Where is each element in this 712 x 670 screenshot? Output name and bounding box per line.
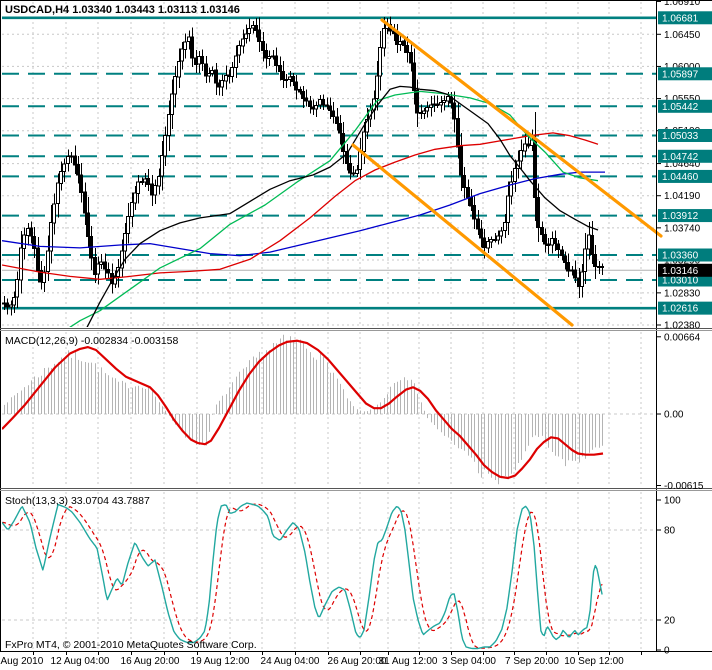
date-axis-label: 24 Aug 04:00 — [261, 656, 320, 667]
sr-price-badge-label: 1.05442 — [662, 102, 699, 113]
macd-signal-line — [2, 339, 604, 480]
date-axis-label: 31 Aug 12:00 — [379, 656, 438, 667]
price-axis-tick-label: 1.06910 — [664, 0, 701, 8]
candlesticks-layer — [2, 16, 604, 316]
macd-indicator-label: MACD(12,26,9) -0.002834 -0.003158 — [5, 335, 179, 347]
sr-price-badge-label: 1.04742 — [662, 152, 699, 163]
price-axis-tick-label: 1.04190 — [664, 191, 701, 202]
price-axis-tick-label: 1.02830 — [664, 288, 701, 299]
copyright-label: FxPro MT4, © 2001-2010 MetaQuotes Softwa… — [5, 639, 257, 651]
price-axis-tick-label: 1.05550 — [664, 94, 701, 105]
ma-black — [86, 85, 599, 327]
ma-blue — [2, 171, 605, 257]
gridlines-layer — [2, 2, 656, 650]
price-axis-tick-label: 1.03740 — [664, 223, 701, 234]
stoch-axis-tick-label: 100 — [664, 496, 681, 507]
sr-price-badge-label: 1.05033 — [662, 131, 699, 142]
descending-channel-lower[interactable] — [351, 143, 574, 327]
stoch-main-line — [2, 502, 603, 650]
sr-price-badge-label: 1.03912 — [662, 211, 699, 222]
sr-price-badge-label: 1.05897 — [662, 69, 699, 80]
sr-price-badge-label: 1.02616 — [662, 304, 699, 315]
macd-axis-tick-label: 0.00 — [664, 410, 684, 421]
sr-price-badge — [658, 209, 712, 223]
trendlines-layer — [351, 18, 663, 327]
current-price-badge — [658, 263, 712, 277]
sr-price-badge — [658, 301, 712, 315]
price-axis: 1.069101.064501.060001.055501.051001.046… — [657, 0, 712, 657]
date-axis-label: 9 Aug 2010 — [0, 656, 44, 667]
symbol-ohlc-title: USDCAD,H4 1.03340 1.03443 1.03113 1.0314… — [5, 4, 240, 16]
date-axis-label: 26 Aug 20:00 — [328, 656, 387, 667]
stoch-axis-tick-label: 0 — [664, 646, 670, 657]
macd-axis-tick-label: -0.00615 — [664, 481, 704, 492]
sr-price-badge — [658, 128, 712, 142]
sr-price-badge-label: 1.03360 — [662, 250, 699, 261]
sr-price-badge — [658, 11, 712, 25]
stoch-signal-line — [2, 503, 603, 649]
stoch-axis-tick-label: 80 — [664, 526, 676, 537]
date-axis-label: 3 Sep 04:00 — [442, 656, 496, 667]
stochastic-indicator-label: Stoch(13,3,3) 33.0704 43.7887 — [5, 495, 150, 507]
macd-axis-tick-label: 0.00664 — [664, 332, 701, 343]
price-axis-tick-label: 1.02380 — [664, 321, 701, 332]
current-price-badge-label: 1.03146 — [662, 266, 699, 277]
ma-green — [69, 90, 599, 327]
sr-price-badge — [658, 248, 712, 262]
sr-price-badge-label: 1.04460 — [662, 172, 699, 183]
sr-price-badge — [658, 169, 712, 183]
macd-indicator-layer — [2, 334, 604, 485]
sr-price-badge-label: 1.06681 — [662, 13, 699, 24]
date-axis: 9 Aug 2010 12 Aug 04:00 16 Aug 20:00 19 Aug… — [0, 652, 642, 667]
date-axis-label: 12 Aug 04:00 — [51, 656, 110, 667]
date-axis-label: 7 Sep 20:00 — [505, 656, 559, 667]
price-axis-tick-label: 1.06450 — [664, 30, 701, 41]
price-axis-tick-label: 1.04640 — [664, 159, 701, 170]
stoch-axis-tick-label: 20 — [664, 616, 676, 627]
panel-borders-layer — [0, 0, 712, 652]
sr-price-badge-label: 1.03010 — [662, 275, 699, 286]
date-axis-label: 10 Sep 12:00 — [564, 656, 624, 667]
descending-channel-upper[interactable] — [380, 18, 663, 238]
sr-price-badge — [658, 99, 712, 113]
sr-price-badge — [658, 149, 712, 163]
date-axis-label: 16 Aug 20:00 — [121, 656, 180, 667]
stochastic-indicator-layer — [2, 502, 603, 650]
date-axis-label: 19 Aug 12:00 — [191, 656, 250, 667]
sr-price-badge — [658, 67, 712, 81]
